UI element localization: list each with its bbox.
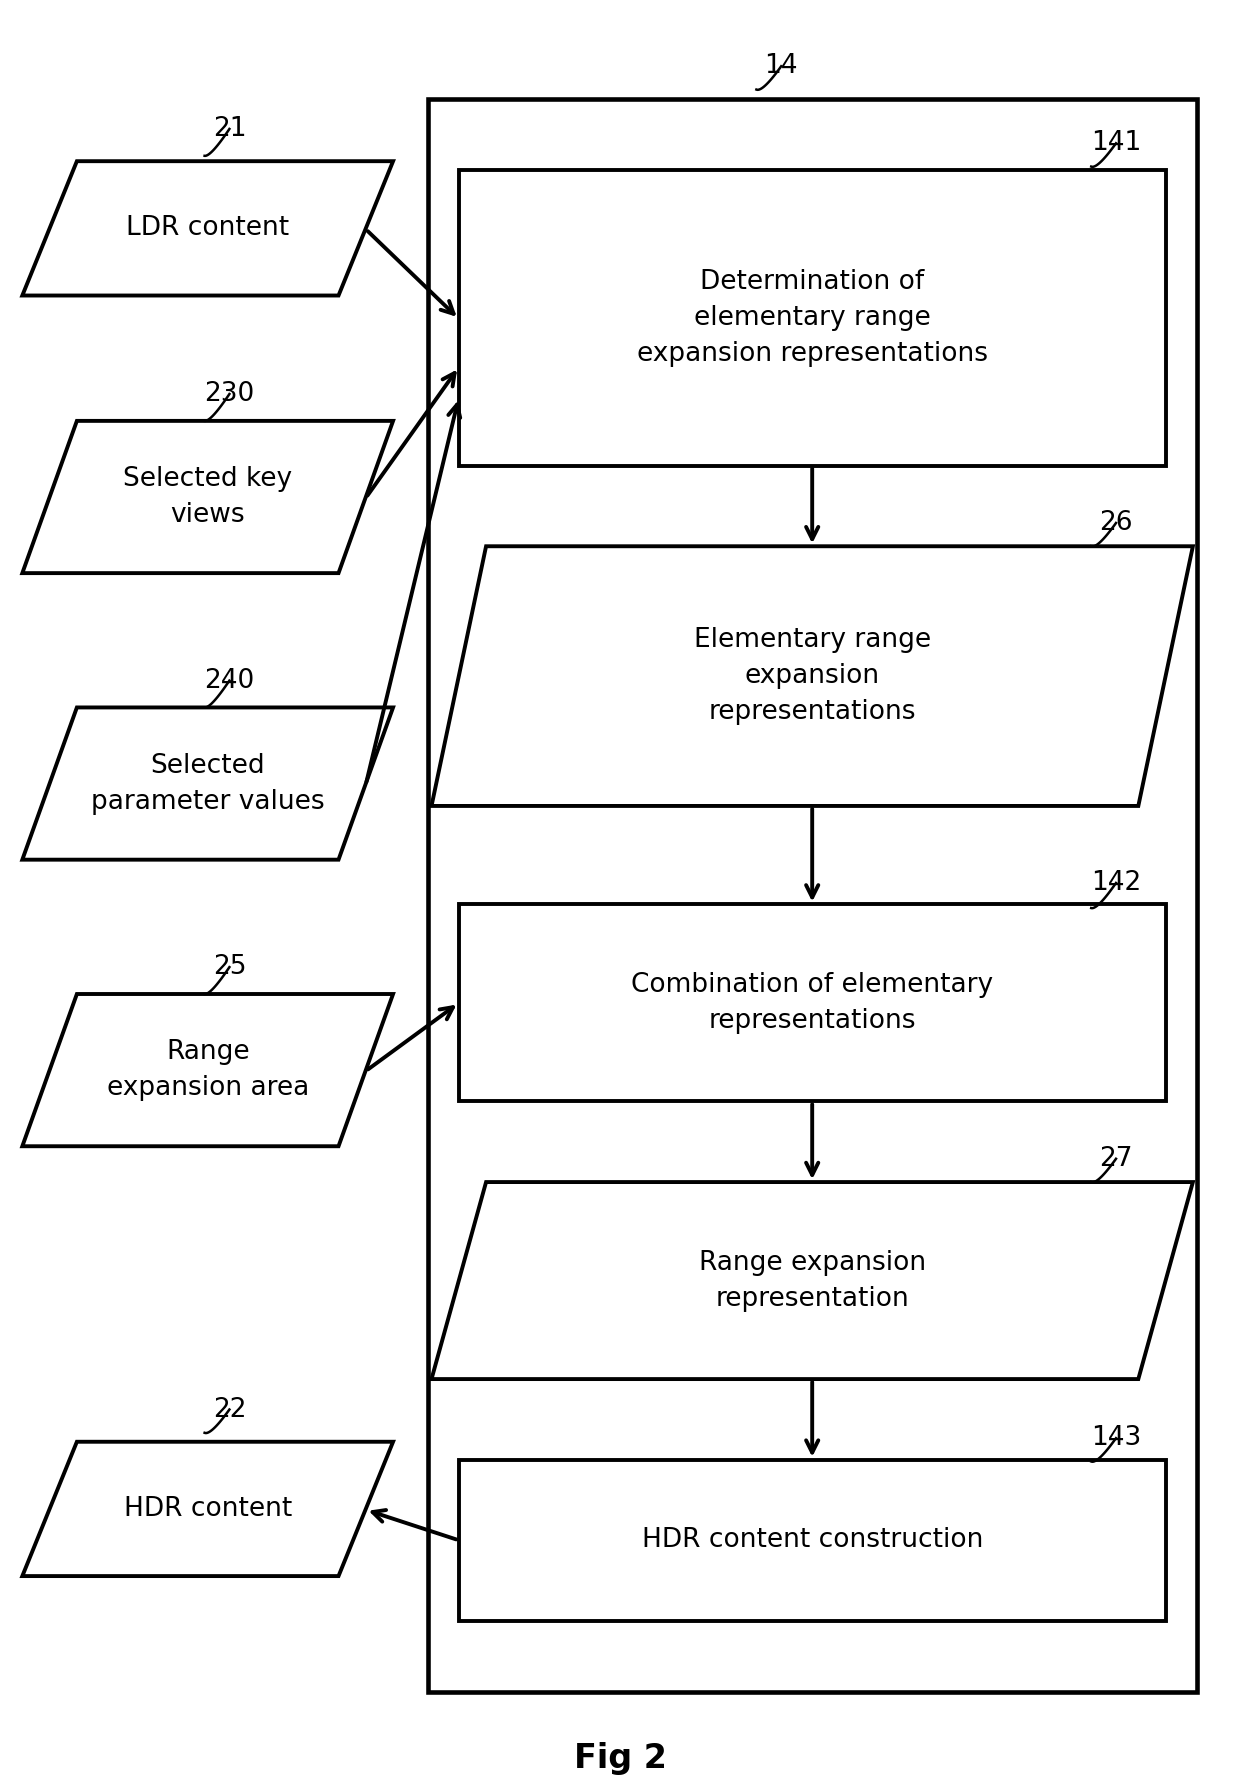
Text: 21: 21: [212, 116, 247, 141]
Polygon shape: [22, 707, 393, 860]
Text: LDR content: LDR content: [126, 215, 289, 242]
Polygon shape: [22, 421, 393, 573]
Polygon shape: [22, 994, 393, 1146]
Polygon shape: [22, 1442, 393, 1576]
Polygon shape: [428, 99, 1197, 1692]
Text: 240: 240: [205, 668, 254, 693]
Text: HDR content construction: HDR content construction: [641, 1528, 983, 1553]
Text: Combination of elementary
representations: Combination of elementary representation…: [631, 973, 993, 1033]
Text: Elementary range
expansion
representations: Elementary range expansion representatio…: [693, 627, 931, 725]
Text: 230: 230: [205, 381, 254, 407]
Text: 142: 142: [1091, 870, 1141, 896]
Text: Range expansion
representation: Range expansion representation: [698, 1250, 926, 1311]
Polygon shape: [459, 904, 1166, 1101]
Text: HDR content: HDR content: [124, 1495, 291, 1522]
Text: 141: 141: [1091, 131, 1141, 156]
Text: 25: 25: [212, 955, 247, 980]
Text: Selected
parameter values: Selected parameter values: [91, 752, 325, 815]
Text: 26: 26: [1099, 510, 1133, 536]
Polygon shape: [432, 546, 1193, 806]
Text: 22: 22: [212, 1397, 247, 1422]
Polygon shape: [459, 1460, 1166, 1621]
Polygon shape: [432, 1182, 1193, 1379]
Text: Determination of
elementary range
expansion representations: Determination of elementary range expans…: [636, 269, 988, 367]
Text: 27: 27: [1099, 1146, 1133, 1171]
Text: Fig 2: Fig 2: [574, 1743, 666, 1775]
Polygon shape: [459, 170, 1166, 466]
Text: 14: 14: [764, 54, 799, 79]
Text: Selected key
views: Selected key views: [123, 466, 293, 528]
Text: Range
expansion area: Range expansion area: [107, 1039, 309, 1101]
Text: 143: 143: [1091, 1426, 1141, 1451]
Polygon shape: [22, 161, 393, 296]
